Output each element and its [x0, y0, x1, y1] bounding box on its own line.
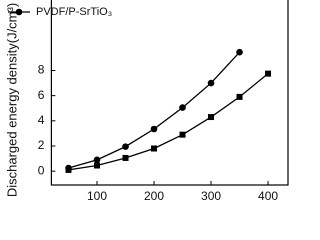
y-tick-label: 4	[38, 113, 45, 127]
x-tick-label: 400	[258, 189, 278, 200]
x-tick-label: 100	[87, 189, 107, 200]
marker	[15, 8, 23, 16]
marker	[179, 131, 186, 138]
marker	[207, 79, 215, 87]
marker	[208, 114, 215, 121]
chart: Discharged energy density(J/cm³) 0 2 4 6 8 10…	[4, 0, 289, 200]
marker	[151, 145, 158, 152]
y-tick-label: 2	[38, 138, 45, 152]
marker	[236, 48, 243, 56]
marker	[179, 104, 186, 111]
plot-frame	[50, 0, 289, 186]
series-line	[68, 73, 269, 171]
marker	[93, 156, 101, 164]
y-tick-label: 0	[38, 163, 45, 177]
marker	[122, 143, 129, 150]
marker	[236, 93, 243, 100]
x-tick-label: 200	[144, 189, 164, 200]
y-tick-label: 6	[38, 88, 45, 102]
y-tick-label: 8	[38, 63, 45, 77]
marker	[150, 125, 158, 133]
x-tick-label: 300	[201, 189, 221, 200]
marker	[94, 162, 101, 169]
marker	[122, 154, 129, 161]
legend-label: PVDF/P-SrTiO₃	[36, 6, 112, 18]
marker	[265, 70, 272, 77]
y-axis-label: Discharged energy density(J/cm³)	[4, 3, 19, 197]
marker	[65, 166, 72, 173]
